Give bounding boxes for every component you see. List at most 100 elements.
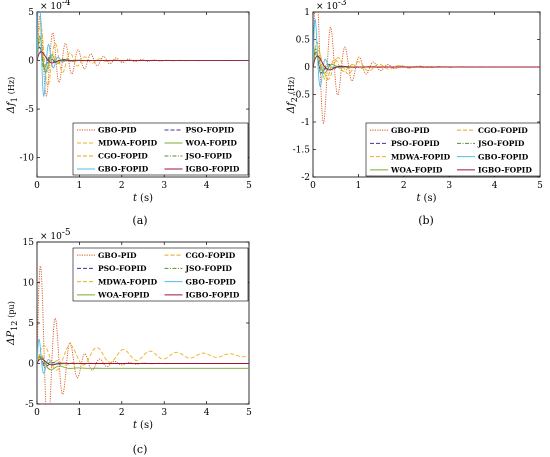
- legend-entry-label: CGO-FOPID: [98, 152, 148, 161]
- x-axis-label: t (s): [133, 193, 153, 204]
- x-tick-label: 1: [356, 181, 362, 191]
- y-tick-label: -5: [25, 105, 34, 115]
- y-axis-label-sub: 2: [290, 97, 299, 102]
- x-axis-label-unit: (s): [424, 193, 437, 204]
- y-tick-label: -10: [20, 154, 35, 164]
- axis-multiplier-exponent: -5: [62, 228, 71, 238]
- series-line-igbo-fopid: [313, 55, 540, 71]
- x-tick-label: 3: [161, 408, 167, 418]
- y-tick-label: 5: [28, 319, 34, 329]
- legend-entry-label: GBO-PID: [98, 126, 137, 135]
- legend: GBO-PID CGO-FOPID PSO-FOPID JSO-FOPID MDWA-F…: [365, 122, 541, 177]
- x-tick-label: 0: [34, 181, 40, 191]
- legend-entry-label: JSO-FOPID: [477, 139, 525, 148]
- series-group: [313, 12, 540, 125]
- axis-multiplier-exponent: -3: [338, 0, 347, 8]
- y-tick-label: -2: [301, 173, 310, 183]
- y-axis-label: Δf1 (Hz): [6, 77, 19, 114]
- axis-multiplier: × 10-3: [316, 0, 347, 12]
- x-tick-label: 0: [34, 408, 40, 418]
- legend-box: [365, 122, 541, 177]
- x-axis-label-var: t: [417, 193, 422, 204]
- chart-2: 0 1 2 3 4 5-2-1.5-1-0.500.51× 10-3t (s)Δf2(Hz)…: [286, 0, 543, 227]
- legend-box: [72, 247, 249, 302]
- series-line-igbo-fopid: [37, 358, 249, 366]
- x-tick-label: 5: [246, 408, 252, 418]
- chart-1: 0 1 2 3 4 5-10-505× 10-4t (s)Δf1(Hz)GBO-PID PSO…: [6, 0, 252, 227]
- x-tick-label: 1: [77, 408, 83, 418]
- legend-entry-label: GBO-PID: [98, 251, 137, 260]
- legend-entry-label: MDWA-FOPID: [98, 277, 158, 286]
- legend-entry-label: MDWA-FOPID: [391, 152, 451, 161]
- legend-entry-label: CGO-FOPID: [186, 251, 236, 260]
- panel-caption: (c): [133, 443, 148, 456]
- y-tick-label: -1: [301, 118, 310, 128]
- series-group: [37, 12, 249, 98]
- y-axis-label-var: Δf: [286, 100, 297, 114]
- legend-box: [72, 122, 249, 176]
- x-axis-label-var: t: [133, 420, 138, 431]
- legend-entry-label: CGO-FOPID: [478, 126, 528, 135]
- x-tick-label: 2: [119, 181, 125, 191]
- legend-entry-label: GBO-PID: [391, 126, 430, 135]
- series-line-mdwa-fopid: [37, 344, 249, 371]
- y-tick-label: 15: [23, 238, 35, 248]
- legend-entry-label: WOA-FOPID: [390, 166, 443, 175]
- y-tick-label: 10: [23, 279, 35, 289]
- y-tick-label: 0: [28, 57, 34, 67]
- panel-caption: (b): [418, 214, 434, 227]
- x-tick-label: 1: [77, 181, 83, 191]
- y-axis-label-sub: 1: [10, 97, 19, 102]
- legend-entry-label: WOA-FOPID: [97, 291, 150, 300]
- x-axis-label-unit: (s): [140, 193, 153, 204]
- legend-entry-label: PSO-FOPID: [186, 126, 235, 135]
- y-tick-label: -5: [25, 400, 34, 410]
- y-tick-label: 0: [28, 360, 34, 370]
- y-axis-label-unit: (Hz): [7, 77, 16, 94]
- y-tick-label: 0.5: [296, 36, 311, 46]
- legend-entry-label: JSO-FOPID: [185, 264, 233, 273]
- legend-entry-label: PSO-FOPID: [391, 139, 440, 148]
- y-axis-label-sub: 12: [10, 321, 19, 331]
- y-tick-label: -0.5: [293, 91, 311, 101]
- axis-multiplier: × 10-4: [40, 0, 71, 12]
- x-tick-label: 3: [161, 181, 167, 191]
- x-tick-label: 2: [119, 408, 125, 418]
- x-axis-label-var: t: [133, 193, 138, 204]
- x-axis-label: t (s): [417, 193, 437, 204]
- x-tick-label: 3: [446, 181, 452, 191]
- series-line-igbo-fopid: [37, 51, 249, 64]
- legend-entry-label: IGBO-FOPID: [186, 165, 240, 174]
- x-tick-label: 4: [204, 181, 210, 191]
- legend-entry-label: MDWA-FOPID: [98, 139, 158, 148]
- y-axis-label-var: ΔP: [6, 331, 17, 346]
- series-group: [37, 264, 249, 404]
- axis-multiplier-exponent: -4: [62, 0, 71, 8]
- x-tick-label: 5: [246, 181, 252, 191]
- series-line-woa-fopid: [37, 356, 249, 371]
- x-tick-label: 4: [492, 181, 498, 191]
- legend: GBO-PID CGO-FOPID PSO-FOPID JSO-FOPID MDWA-F…: [72, 247, 249, 302]
- x-tick-label: 0: [310, 181, 316, 191]
- legend-entry-label: IGBO-FOPID: [478, 166, 532, 175]
- panel-caption: (a): [132, 214, 147, 227]
- legend-entry-label: GBO-FOPID: [186, 277, 237, 286]
- y-tick-label: -1.5: [293, 146, 311, 156]
- legend-entry-label: WOA-FOPID: [185, 139, 238, 148]
- legend-entry-label: IGBO-FOPID: [186, 291, 240, 300]
- y-tick-label: 0: [304, 63, 310, 73]
- axis-multiplier: × 10-5: [40, 228, 71, 242]
- x-tick-label: 2: [401, 181, 407, 191]
- legend: GBO-PID PSO-FOPID MDWA-FOPID WOA-FOPID CGO-F…: [72, 122, 249, 176]
- y-axis-label: Δf2 (Hz): [286, 77, 299, 114]
- y-axis-label-var: Δf: [6, 100, 17, 114]
- x-axis-label: t (s): [133, 420, 153, 431]
- y-axis-label: ΔP12 (pu): [6, 301, 19, 346]
- legend-entry-label: PSO-FOPID: [98, 264, 147, 273]
- y-axis-label-unit: (Hz): [287, 77, 296, 94]
- y-tick-label: 1: [304, 8, 310, 18]
- legend-entry-label: GBO-FOPID: [98, 165, 149, 174]
- legend-entry-label: GBO-FOPID: [478, 152, 529, 161]
- x-tick-label: 5: [537, 181, 543, 191]
